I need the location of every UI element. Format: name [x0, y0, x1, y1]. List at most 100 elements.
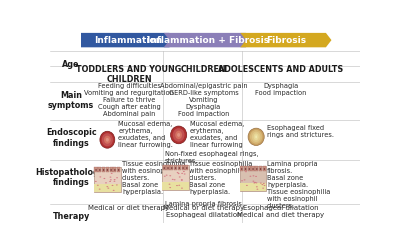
Bar	[166, 165, 170, 170]
Circle shape	[113, 190, 114, 191]
Ellipse shape	[248, 128, 264, 146]
Ellipse shape	[106, 169, 108, 171]
Circle shape	[112, 185, 114, 186]
Ellipse shape	[171, 167, 172, 169]
Circle shape	[260, 182, 262, 184]
Circle shape	[256, 186, 258, 188]
Bar	[110, 167, 113, 172]
Circle shape	[254, 182, 256, 183]
Ellipse shape	[99, 169, 100, 171]
Circle shape	[110, 179, 112, 180]
Circle shape	[172, 179, 174, 180]
Bar	[174, 165, 177, 170]
Circle shape	[178, 185, 180, 186]
Bar	[252, 166, 255, 171]
Text: Endoscopic
findings: Endoscopic findings	[46, 128, 96, 148]
Circle shape	[181, 179, 183, 180]
Circle shape	[263, 183, 265, 184]
FancyBboxPatch shape	[240, 166, 266, 191]
Circle shape	[110, 176, 111, 178]
Ellipse shape	[104, 136, 111, 144]
Circle shape	[181, 188, 183, 189]
Ellipse shape	[114, 169, 116, 171]
Text: Tissue eosinophilia
with eosinophil
clusters.
Basal zone
hyperplasia.: Tissue eosinophilia with eosinophil clus…	[189, 161, 252, 195]
Polygon shape	[164, 33, 252, 47]
Text: Abdominal/epigastric pain
GERD-like symptoms
Vomiting
Dysphagia
Food impaction: Abdominal/epigastric pain GERD-like symp…	[160, 83, 247, 117]
Text: Lamina propria
fibrosis.
Basal zone
hyperplasia.
Tissue eosinophilia
with eosino: Lamina propria fibrosis. Basal zone hype…	[267, 161, 330, 209]
Circle shape	[254, 182, 255, 184]
Ellipse shape	[186, 167, 188, 169]
Text: Tissue eosinophilia
with eosinophil
clusters.
Basal zone
hyperplasia.: Tissue eosinophilia with eosinophil clus…	[122, 161, 185, 195]
Text: TODDLERS AND YOUNG
CHILDREN: TODDLERS AND YOUNG CHILDREN	[76, 65, 182, 84]
Circle shape	[262, 188, 264, 189]
Circle shape	[109, 181, 111, 182]
Bar	[106, 167, 109, 172]
Ellipse shape	[254, 133, 259, 140]
Bar	[98, 167, 101, 172]
Circle shape	[111, 173, 112, 174]
Text: Mucosal edema,
erythema,
exudates, and
linear furrowing: Mucosal edema, erythema, exudates, and l…	[190, 121, 244, 148]
Ellipse shape	[100, 131, 115, 148]
Text: Histopathologic
findings: Histopathologic findings	[36, 168, 107, 187]
Circle shape	[245, 171, 247, 172]
Text: Main
symptoms: Main symptoms	[48, 91, 94, 110]
Circle shape	[255, 176, 257, 177]
FancyBboxPatch shape	[162, 165, 189, 190]
Ellipse shape	[106, 138, 109, 142]
Ellipse shape	[178, 167, 180, 169]
Circle shape	[108, 188, 109, 189]
Ellipse shape	[248, 168, 250, 170]
Ellipse shape	[250, 130, 262, 144]
Circle shape	[169, 175, 171, 176]
Circle shape	[256, 189, 258, 190]
Circle shape	[262, 184, 263, 185]
Bar	[162, 182, 189, 190]
Bar	[102, 167, 105, 172]
Bar	[248, 166, 251, 171]
Circle shape	[246, 185, 248, 186]
Ellipse shape	[95, 169, 97, 171]
Ellipse shape	[260, 168, 261, 170]
Text: Inflammation: Inflammation	[94, 36, 162, 44]
Circle shape	[244, 179, 246, 180]
Text: Esophageal dilatation
Medical and diet therapy: Esophageal dilatation Medical and diet t…	[237, 205, 324, 218]
Circle shape	[181, 173, 183, 174]
Ellipse shape	[175, 131, 182, 139]
Text: Age: Age	[62, 60, 80, 69]
Circle shape	[114, 181, 115, 182]
Ellipse shape	[177, 133, 180, 137]
Bar	[240, 183, 266, 191]
Text: Inflammation + Fibrosis: Inflammation + Fibrosis	[146, 36, 269, 44]
Bar	[244, 166, 247, 171]
Bar	[259, 166, 262, 171]
Circle shape	[178, 173, 180, 174]
Circle shape	[114, 179, 116, 180]
Bar	[182, 165, 185, 170]
Ellipse shape	[175, 167, 176, 169]
Text: Esophageal fixed
rings and strictures.: Esophageal fixed rings and strictures.	[267, 125, 334, 138]
Ellipse shape	[164, 167, 165, 169]
Bar	[263, 166, 266, 171]
Ellipse shape	[170, 126, 187, 144]
Circle shape	[97, 185, 99, 186]
Circle shape	[95, 181, 97, 182]
Ellipse shape	[103, 169, 104, 171]
Bar	[94, 167, 98, 172]
Circle shape	[174, 179, 176, 180]
Text: Medical or diet therapy: Medical or diet therapy	[88, 205, 170, 211]
Text: Feeding difficulties
Vomiting and regurgitation
Failure to thrive
Cough after ea: Feeding difficulties Vomiting and regurg…	[84, 83, 174, 117]
Text: Fibrosis: Fibrosis	[266, 36, 306, 44]
Circle shape	[179, 176, 181, 178]
Ellipse shape	[252, 132, 260, 142]
Text: Non-fixed esophageal rings,
strictures.: Non-fixed esophageal rings, strictures.	[165, 150, 258, 164]
Text: Mucosal edema,
erythema,
exudates, and
linear furrowing.: Mucosal edema, erythema, exudates, and l…	[118, 121, 173, 148]
FancyBboxPatch shape	[94, 167, 120, 192]
Circle shape	[105, 182, 107, 184]
Polygon shape	[240, 33, 332, 47]
Text: Medical or diet therapy
Esophageal dilatation: Medical or diet therapy Esophageal dilat…	[163, 205, 244, 218]
Circle shape	[164, 176, 166, 177]
Ellipse shape	[118, 169, 119, 171]
Circle shape	[99, 188, 100, 190]
Bar	[178, 165, 181, 170]
Ellipse shape	[252, 168, 254, 170]
